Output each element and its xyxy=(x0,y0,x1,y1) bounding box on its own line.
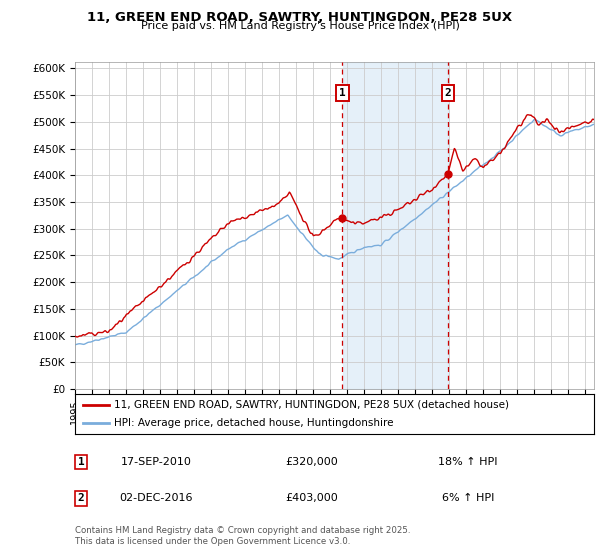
Text: 17-SEP-2010: 17-SEP-2010 xyxy=(121,457,191,467)
Text: 2: 2 xyxy=(445,88,451,98)
Text: 1: 1 xyxy=(339,88,346,98)
Text: £320,000: £320,000 xyxy=(286,457,338,467)
Text: 11, GREEN END ROAD, SAWTRY, HUNTINGDON, PE28 5UX (detached house): 11, GREEN END ROAD, SAWTRY, HUNTINGDON, … xyxy=(114,400,509,409)
Text: HPI: Average price, detached house, Huntingdonshire: HPI: Average price, detached house, Hunt… xyxy=(114,418,394,428)
Text: 02-DEC-2016: 02-DEC-2016 xyxy=(119,493,193,503)
Text: 2: 2 xyxy=(77,493,85,503)
Text: Contains HM Land Registry data © Crown copyright and database right 2025.
This d: Contains HM Land Registry data © Crown c… xyxy=(75,526,410,546)
Text: 18% ↑ HPI: 18% ↑ HPI xyxy=(438,457,498,467)
Text: 1: 1 xyxy=(77,457,85,467)
Text: 6% ↑ HPI: 6% ↑ HPI xyxy=(442,493,494,503)
Text: £403,000: £403,000 xyxy=(286,493,338,503)
Text: Price paid vs. HM Land Registry's House Price Index (HPI): Price paid vs. HM Land Registry's House … xyxy=(140,21,460,31)
Text: 11, GREEN END ROAD, SAWTRY, HUNTINGDON, PE28 5UX: 11, GREEN END ROAD, SAWTRY, HUNTINGDON, … xyxy=(88,11,512,24)
